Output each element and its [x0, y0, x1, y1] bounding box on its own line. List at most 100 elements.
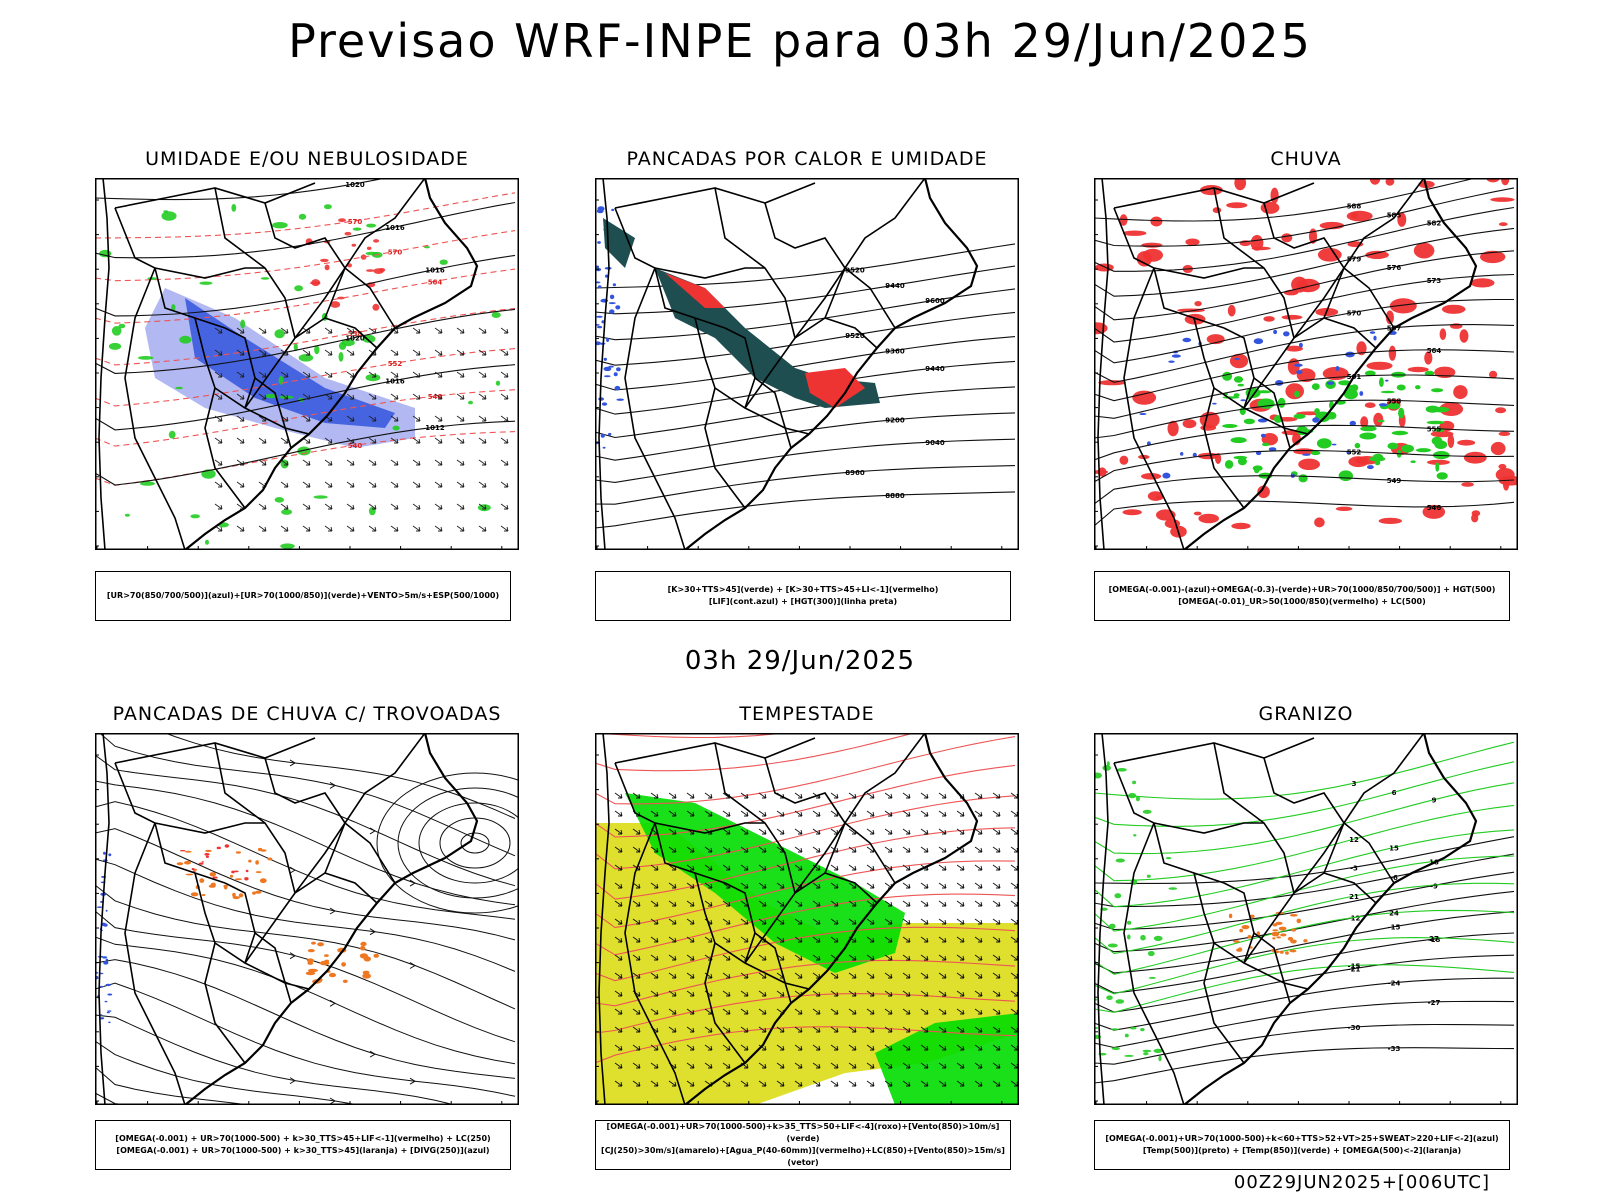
rain-region-blue [1312, 417, 1320, 423]
temp-850-contour [1132, 780, 1137, 785]
humidity-region-low [108, 342, 122, 350]
thunderstorm-region-red [244, 877, 249, 881]
wind-vector [650, 936, 659, 943]
border-line [1123, 822, 1185, 1105]
wind-vector [740, 882, 749, 889]
rain-region-red [1495, 407, 1507, 414]
wind-vector [324, 437, 333, 444]
streamline-arrow [289, 1077, 296, 1085]
wind-vector [812, 1080, 821, 1087]
contour-line [1094, 882, 1515, 955]
wind-vector [434, 349, 443, 356]
contour-line [1094, 890, 1515, 953]
wind-vector [866, 1008, 875, 1015]
humidity-region-low [341, 339, 355, 347]
contour-line [595, 438, 1016, 483]
wind-vector [902, 882, 911, 889]
thunderstorm-region-orange [252, 891, 256, 895]
rain-region-blue [1162, 472, 1171, 479]
wind-vector [794, 810, 803, 817]
thunderstorm-region-red [212, 876, 218, 879]
panel-umidade: UMIDADE E/OU NEBULOSIDADE 570 570 564 558 55… [95, 148, 519, 628]
map-frame [595, 733, 1019, 1105]
contour-label: 540 [348, 442, 363, 450]
rain-region-red [1150, 216, 1163, 227]
rain-region-red [1194, 301, 1202, 307]
divergence-region [106, 1011, 110, 1014]
contour-line [595, 893, 1016, 956]
anticyclone-ring [376, 772, 519, 914]
contour-label: 9 [1432, 797, 1437, 805]
wind-vector [974, 954, 983, 961]
wind-vector [722, 1044, 731, 1051]
omega-region-orange [1289, 914, 1298, 917]
rain-region-red [1263, 316, 1275, 322]
wind-vector [214, 327, 223, 334]
rain-region-green [1377, 419, 1385, 423]
rain-region-red [1397, 212, 1407, 227]
border-line [704, 387, 746, 509]
rain-region-green [1253, 465, 1260, 474]
wind-vector [346, 371, 355, 378]
rain-region-red [1369, 178, 1381, 185]
wind-vector [686, 810, 695, 817]
wind-vector [776, 1044, 785, 1051]
contour-label: 1012 [425, 424, 445, 432]
humidity-region-low [171, 304, 176, 311]
border-line [214, 742, 296, 894]
wind-vector [632, 792, 641, 799]
rain-region-red [1498, 222, 1508, 227]
contour-line [1094, 450, 1515, 483]
contour-line [595, 993, 1016, 1034]
page-title: Previsao WRF-INPE para 03h 29/Jun/2025 [288, 14, 1312, 68]
wind-vector [992, 900, 1001, 907]
rain-region-red [1335, 506, 1353, 511]
contour-label: -27 [1428, 999, 1441, 1007]
wind-vector [920, 1026, 929, 1033]
temp-850-contour [1142, 1049, 1152, 1053]
wind-vector [686, 864, 695, 871]
thunderstorm-region-red [216, 846, 221, 850]
thunderstorm-region-red [234, 870, 239, 873]
temp-850-contour [1130, 1026, 1137, 1030]
rain-region-red [1132, 390, 1157, 405]
wind-vector [614, 936, 623, 943]
omega-region-orange [1296, 918, 1302, 924]
rain-region-blue [1345, 351, 1355, 358]
wind-vector [992, 954, 1001, 961]
wind-vector [214, 459, 223, 466]
wind-vector [302, 481, 311, 488]
contour-line [1094, 836, 1515, 884]
thunderstorm-region-orange [199, 878, 205, 883]
wind-vector [650, 882, 659, 889]
rain-region-green [1277, 397, 1286, 408]
contour-label: 558 [1387, 397, 1402, 405]
wind-vector [302, 393, 311, 400]
wind-vector [758, 900, 767, 907]
lifted-index-contour [603, 357, 607, 361]
rain-region-blue [1349, 420, 1356, 426]
border-line [114, 762, 226, 884]
rain-region-green [1274, 415, 1283, 423]
contour-label: 588 [1347, 202, 1362, 210]
thunderstorm-region-orange [267, 857, 273, 861]
streamline-arrow [369, 1050, 376, 1058]
rain-region-red [1231, 522, 1251, 530]
wind-vector [456, 437, 465, 444]
rain-region-red [1167, 420, 1179, 437]
wind-vector [794, 846, 803, 853]
panel-tempestade: TEMPESTADE 12S15S18S21S24S27S30S33S36S39… [595, 703, 1019, 1183]
border-line [1263, 757, 1345, 824]
wind-vector [456, 503, 465, 510]
wind-vector [974, 864, 983, 871]
wind-vector [280, 481, 289, 488]
coastline [684, 178, 979, 550]
rain-region-green [1359, 432, 1377, 440]
wind-vector [368, 503, 377, 510]
wind-vector [704, 1062, 713, 1069]
temp-850-contour [1115, 999, 1125, 1004]
humidity-region-low [111, 326, 122, 336]
wind-vector [1010, 810, 1019, 817]
divergence-region [100, 1014, 103, 1016]
map-umidade: 570 570 564 558 552 546 540 1020 1016 1016 1020 101… [95, 178, 519, 550]
